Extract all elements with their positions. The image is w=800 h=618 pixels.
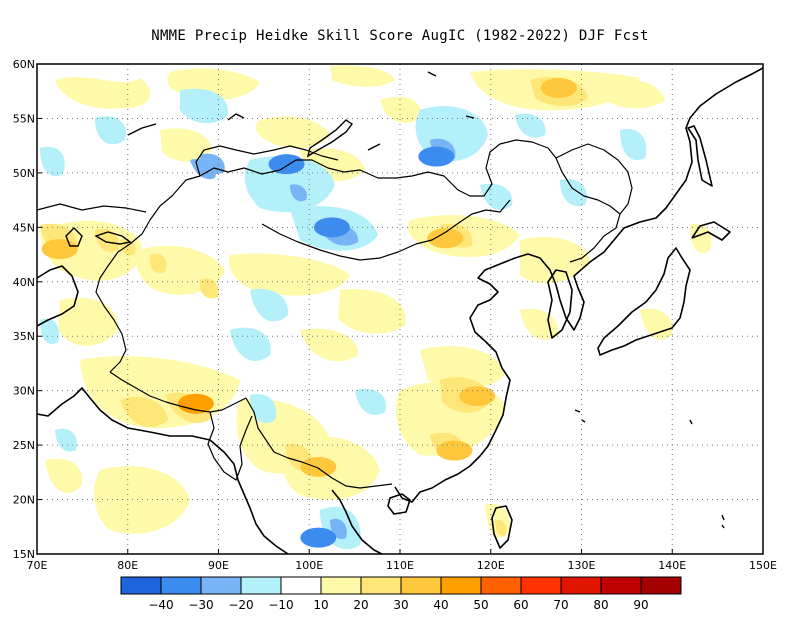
lon-tick-label: 70E: [27, 559, 48, 572]
lat-tick-label: 30N: [13, 385, 35, 398]
colorbar-swatch: [280, 576, 322, 595]
colorbar-label: 70: [553, 598, 568, 612]
colorbar-label: 50: [473, 598, 488, 612]
skill-patch: [300, 456, 337, 477]
lon-tick-label: 90E: [208, 559, 229, 572]
kazakh-border: [36, 203, 147, 213]
colorbar-label: 20: [353, 598, 368, 612]
lake-baikal: [306, 119, 354, 158]
skill-patch: [418, 146, 455, 167]
colorbar: [120, 576, 682, 595]
colorbar-label: 30: [393, 598, 408, 612]
colorbar-swatch: [160, 576, 202, 595]
japan-coastline: [597, 247, 691, 356]
colorbar-label: −10: [268, 598, 293, 612]
himalaya-border: [109, 371, 247, 413]
lon-tick-label: 100E: [295, 559, 323, 572]
china-western-border: [95, 219, 151, 373]
map-title: NMME Precip Heidke Skill Score AugIC (19…: [151, 28, 649, 44]
lat-tick-label: 25N: [13, 439, 35, 452]
colorbar-swatch: [480, 576, 522, 595]
lon-tick-label: 110E: [386, 559, 414, 572]
lon-tick-label: 140E: [658, 559, 686, 572]
lat-tick-label: 55N: [13, 112, 35, 125]
skill-patch: [540, 77, 577, 98]
colorbar-label: −30: [188, 598, 213, 612]
lat-tick-label: 40N: [13, 276, 35, 289]
colorbar-swatch: [200, 576, 242, 595]
plot-frame: [36, 63, 764, 555]
lat-tick-label: 20N: [13, 494, 35, 507]
hokkaido-coastline: [691, 221, 731, 241]
hainan-coastline: [387, 493, 411, 515]
colorbar-label: −20: [228, 598, 253, 612]
colorbar-label: −40: [148, 598, 173, 612]
longitude-axis: 70E 80E 90E 100E 110E 120E 130E 140E 150E: [27, 559, 777, 572]
colorbar-swatch: [360, 576, 402, 595]
lat-tick-label: 15N: [13, 548, 35, 561]
skill-patches: [41, 77, 577, 548]
colorbar-swatch: [560, 576, 602, 595]
graticule: [36, 63, 764, 555]
aral-sea: [65, 227, 83, 247]
skill-patch: [436, 440, 473, 461]
colorbar-swatch: [640, 576, 682, 595]
colorbar-label: 40: [433, 598, 448, 612]
skill-patch: [268, 154, 305, 175]
skill-field: [40, 65, 712, 550]
colorbar-label: 90: [633, 598, 648, 612]
lake-balkhash: [94, 231, 132, 245]
colorbar-swatch: [120, 576, 162, 595]
lon-tick-label: 150E: [749, 559, 777, 572]
east-asia-coastline: [394, 67, 764, 503]
russia-border: [195, 145, 339, 177]
skill-patch: [459, 386, 496, 407]
colorbar-label: 80: [593, 598, 608, 612]
colorbar-swatch: [320, 576, 362, 595]
skill-patch: [177, 393, 214, 414]
colorbar-swatch: [520, 576, 562, 595]
lat-tick-label: 60N: [13, 58, 35, 71]
lon-tick-label: 120E: [477, 559, 505, 572]
colorbar-label: 10: [313, 598, 328, 612]
sakhalin-coastline: [687, 125, 713, 187]
lat-tick-label: 50N: [13, 167, 35, 180]
skill-patch: [300, 527, 337, 548]
colorbar-labels: −40 −30 −20 −10 10 20 30 40 50 60 70 80 90: [148, 598, 648, 612]
country-borders: [36, 139, 633, 489]
mongolia-southern-border: [261, 199, 511, 261]
philippines-islands: [574, 409, 725, 529]
myanmar-border: [207, 411, 253, 481]
colorbar-swatch: [400, 576, 442, 595]
lat-tick-label: 35N: [13, 330, 35, 343]
china-northern-border: [149, 139, 621, 263]
field-texture: [40, 65, 712, 550]
latitude-axis: 15N 20N 25N 30N 35N 40N 45N 50N 55N 60N: [13, 58, 35, 561]
southwest-china-border: [245, 397, 393, 489]
taiwan-coastline: [491, 505, 513, 549]
lat-tick-label: 45N: [13, 221, 35, 234]
skill-patch: [427, 228, 464, 249]
lon-tick-label: 80E: [117, 559, 138, 572]
colorbar-label: 60: [513, 598, 528, 612]
coastlines: [36, 67, 764, 555]
caspian-coast: [36, 265, 79, 327]
skill-patch: [41, 239, 78, 260]
india-coastline: [36, 387, 289, 555]
korea-coastline: [547, 269, 573, 339]
lakes-islands: [65, 71, 725, 529]
siberian-lakes: [127, 71, 475, 151]
lon-tick-label: 130E: [568, 559, 596, 572]
colorbar-swatch: [240, 576, 282, 595]
amur-border: [555, 143, 633, 215]
colorbar-swatch: [440, 576, 482, 595]
colorbar-swatch: [600, 576, 642, 595]
skill-patch: [313, 217, 350, 238]
indochina-coastline: [331, 489, 383, 555]
